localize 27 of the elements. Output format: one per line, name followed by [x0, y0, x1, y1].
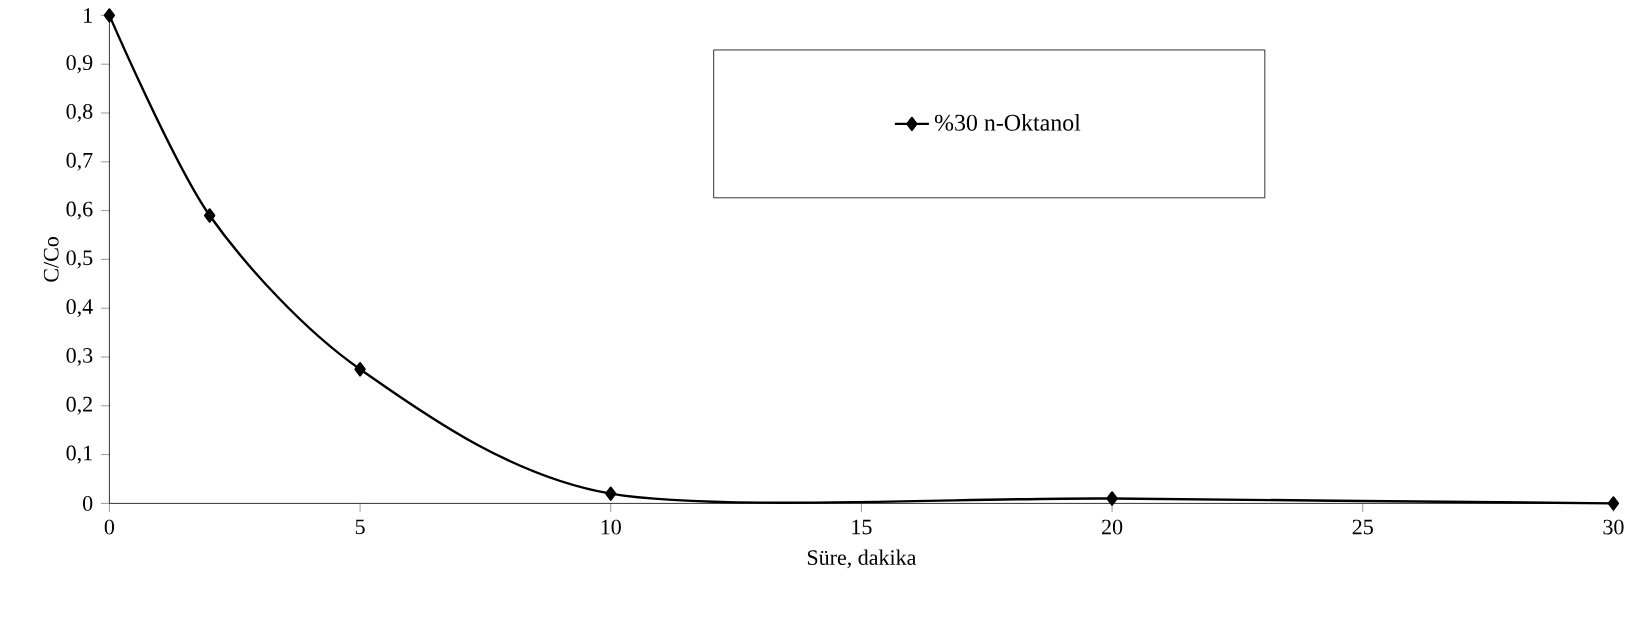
- point: [605, 486, 617, 501]
- point: [1106, 491, 1118, 506]
- y-tick-label: 1: [84, 8, 92, 23]
- y-tick-label: 0,7: [66, 152, 93, 171]
- y-tick-label: 0,5: [66, 250, 93, 269]
- point: [203, 208, 216, 223]
- y-tick-label: 0,3: [66, 348, 93, 366]
- x-tick-label: 5: [355, 519, 365, 535]
- x-tick-label: 25: [1352, 519, 1373, 535]
- legend-label: %30 n-Oktanol: [934, 113, 1081, 131]
- x-tick-label: 30: [1603, 519, 1624, 535]
- y-tick-label: 0: [83, 495, 93, 511]
- point: [1607, 496, 1620, 511]
- x-tick-label: 20: [1102, 519, 1123, 535]
- x-tick-label: 0: [104, 519, 115, 535]
- y-tick-label: 0,4: [66, 299, 93, 318]
- y-tick-label: 0,6: [66, 201, 93, 220]
- y-tick-label: 0,2: [66, 396, 92, 415]
- x-axis-title: Süre, dakika: [807, 549, 917, 569]
- point: [103, 8, 116, 23]
- x-tick-label: 10: [601, 519, 621, 535]
- x-tick-label: 15: [852, 519, 872, 535]
- point: [354, 362, 366, 377]
- y-tick-label: 0,8: [66, 104, 93, 122]
- y-axis-title: C/Co: [43, 237, 59, 282]
- y-tick-label: 0,9: [66, 55, 93, 74]
- y-tick-label: 0,1: [66, 445, 92, 464]
